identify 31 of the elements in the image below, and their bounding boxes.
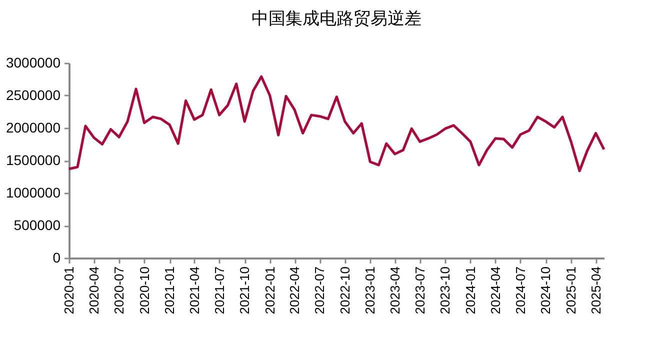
x-tick-label: 2024-04 <box>488 266 503 314</box>
x-tick-label: 2020-01 <box>62 266 76 314</box>
x-tick-label: 2025-01 <box>564 266 579 314</box>
x-tick-label: 2023-10 <box>438 266 453 314</box>
x-tick-label: 2021-01 <box>162 266 178 314</box>
y-tick-label: 2500000 <box>6 87 61 103</box>
y-tick-label: 2000000 <box>6 120 61 136</box>
x-tick-label: 2022-01 <box>262 266 278 314</box>
x-tick-label: 2023-01 <box>362 266 378 314</box>
y-tick-label: 1500000 <box>6 152 61 168</box>
x-tick-label: 2024-07 <box>512 266 528 314</box>
x-tick-label: 2022-04 <box>287 266 302 314</box>
x-tick-label: 2020-04 <box>86 266 102 314</box>
x-tick-label: 2021-04 <box>186 266 202 314</box>
y-tick-label: 500000 <box>14 217 61 233</box>
x-tick-label: 2021-07 <box>212 266 227 314</box>
x-tick-label: 2022-07 <box>312 266 328 314</box>
x-tick-label: 2020-10 <box>136 266 152 314</box>
chart-title: 中国集成电路贸易逆差 <box>252 9 422 29</box>
x-tick-label: 2020-07 <box>112 266 127 314</box>
x-tick-label: 2024-10 <box>538 266 554 314</box>
x-tick-label: 2025-04 <box>588 266 604 314</box>
y-tick-label: 1000000 <box>6 184 61 200</box>
x-tick-label: 2024-01 <box>462 266 478 314</box>
x-tick-label: 2021-10 <box>237 266 252 314</box>
x-tick-label: 2023-04 <box>387 266 402 314</box>
y-tick-label: 0 <box>52 250 61 266</box>
line-series <box>68 75 606 172</box>
x-tick-label: 2023-07 <box>412 266 428 314</box>
x-tick-label: 2022-10 <box>337 266 352 314</box>
y-tick-label: 3000000 <box>6 54 61 70</box>
